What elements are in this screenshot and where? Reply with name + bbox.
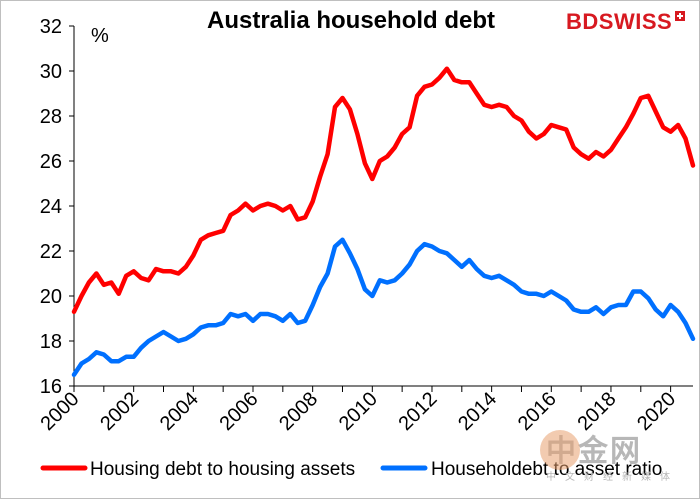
y-tick-label: 20 [40,286,62,308]
series-lines [71,66,696,378]
legend-label-2: Householdebt to asset ratio [431,459,662,480]
zhongjin-watermark: 中金网 中文财经新媒体 [540,426,679,483]
watermark-circle-icon [540,430,580,470]
series-line-2 [71,237,696,378]
y-axis-unit-label: % [91,25,109,47]
y-tick-label: 18 [40,331,62,353]
y-tick-label: 32 [40,16,62,38]
x-tick-label: 2010 [335,388,382,435]
bdswiss-logo: BDSWISS [566,9,686,35]
y-tick-label: 30 [40,61,62,83]
legend-label-1: Housing debt to housing assets [90,459,355,480]
logo-text-bd: BD [566,9,599,34]
chart-title: Australia household debt [206,7,496,34]
y-tick-label: 22 [40,241,62,263]
watermark-subtitle: 中文财经新媒体 [546,472,679,483]
swiss-cross-icon [675,11,686,21]
x-tick-label: 2006 [216,388,263,435]
logo-text-swiss: SWISS [598,9,673,34]
x-tick-label: 2012 [394,388,441,435]
y-tick-label: 16 [40,376,62,398]
legend: Housing debt to housing assets Householde… [40,459,662,480]
y-tick-label: 28 [40,106,62,128]
series-line-1 [71,66,696,315]
y-tick-label: 24 [40,196,62,218]
x-tick-label: 2014 [454,388,501,435]
x-tick-label: 2004 [156,388,203,435]
x-tick-label: 2008 [275,388,322,435]
x-tick-label: 2002 [96,388,143,435]
y-tick-label: 26 [40,151,62,173]
